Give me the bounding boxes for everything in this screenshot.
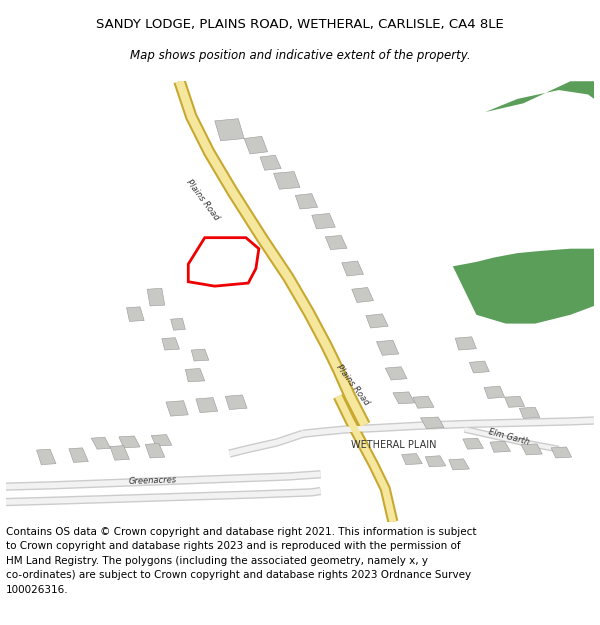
- Polygon shape: [485, 81, 594, 112]
- Polygon shape: [449, 459, 469, 470]
- Polygon shape: [69, 448, 88, 462]
- Polygon shape: [469, 361, 490, 373]
- Polygon shape: [385, 367, 407, 380]
- Polygon shape: [342, 261, 364, 276]
- Polygon shape: [185, 369, 205, 382]
- Polygon shape: [463, 438, 484, 449]
- Polygon shape: [505, 396, 524, 408]
- Text: Elm Garth: Elm Garth: [487, 428, 530, 447]
- Polygon shape: [455, 337, 476, 350]
- Polygon shape: [376, 341, 399, 356]
- Text: Contains OS data © Crown copyright and database right 2021. This information is : Contains OS data © Crown copyright and d…: [6, 527, 476, 594]
- Polygon shape: [170, 318, 185, 330]
- Text: Plains Road: Plains Road: [335, 363, 371, 408]
- Text: WETHERAL PLAIN: WETHERAL PLAIN: [352, 440, 437, 450]
- Polygon shape: [352, 288, 373, 302]
- Text: Map shows position and indicative extent of the property.: Map shows position and indicative extent…: [130, 49, 470, 61]
- Polygon shape: [196, 398, 218, 412]
- Polygon shape: [145, 444, 165, 458]
- Polygon shape: [119, 436, 140, 448]
- Polygon shape: [551, 447, 572, 458]
- Polygon shape: [127, 307, 144, 321]
- Polygon shape: [37, 449, 56, 464]
- Polygon shape: [453, 249, 594, 324]
- Polygon shape: [151, 434, 172, 446]
- Polygon shape: [162, 338, 179, 350]
- Text: Plains Road: Plains Road: [185, 178, 221, 222]
- Text: SANDY LODGE, PLAINS ROAD, WETHERAL, CARLISLE, CA4 8LE: SANDY LODGE, PLAINS ROAD, WETHERAL, CARL…: [96, 18, 504, 31]
- Polygon shape: [295, 194, 317, 209]
- Polygon shape: [191, 349, 209, 361]
- Polygon shape: [244, 136, 268, 154]
- Polygon shape: [226, 395, 247, 409]
- Polygon shape: [215, 119, 244, 141]
- Polygon shape: [425, 456, 446, 467]
- Polygon shape: [91, 438, 110, 449]
- Polygon shape: [366, 314, 388, 328]
- Polygon shape: [166, 401, 188, 416]
- Polygon shape: [274, 172, 300, 189]
- Polygon shape: [490, 441, 511, 452]
- Polygon shape: [312, 213, 335, 229]
- Polygon shape: [421, 417, 444, 429]
- Polygon shape: [484, 386, 505, 399]
- Polygon shape: [393, 392, 415, 404]
- Polygon shape: [521, 444, 542, 455]
- Polygon shape: [147, 288, 165, 306]
- Text: Greenacres: Greenacres: [129, 476, 177, 486]
- Polygon shape: [260, 155, 281, 170]
- Polygon shape: [402, 454, 422, 464]
- Polygon shape: [325, 236, 347, 249]
- Polygon shape: [413, 396, 434, 408]
- Polygon shape: [520, 408, 540, 418]
- Polygon shape: [110, 446, 130, 460]
